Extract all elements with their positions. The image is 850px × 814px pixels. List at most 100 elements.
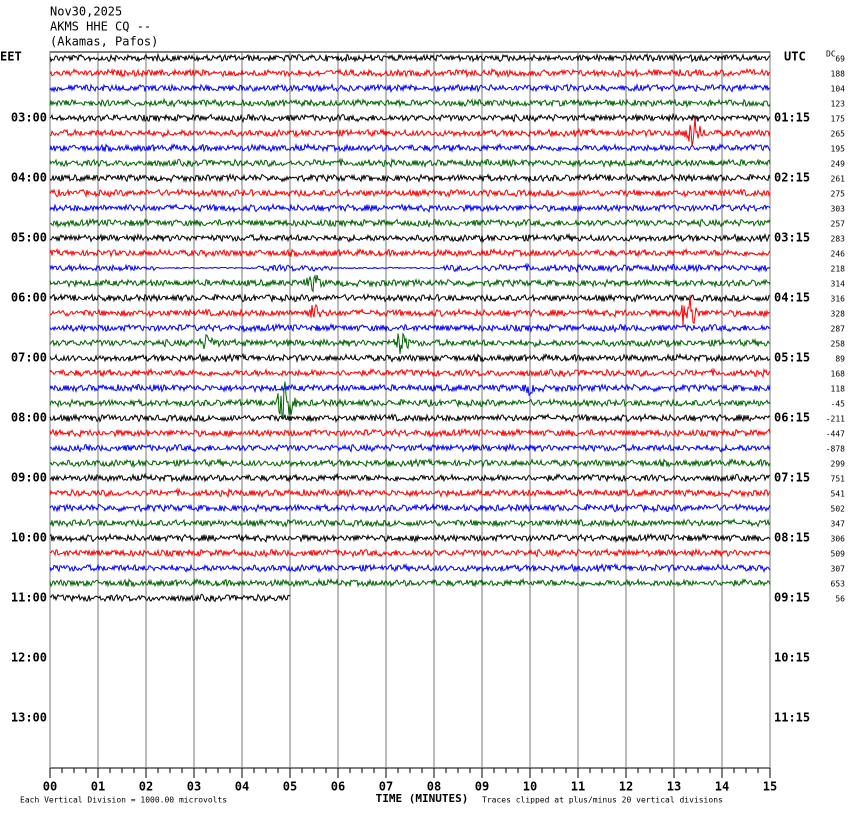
- trace: [49, 218, 771, 229]
- trace: [49, 428, 771, 439]
- left-hour: 11:00: [11, 591, 47, 605]
- x-axis-label: TIME (MINUTES): [376, 792, 469, 805]
- dc-offset: 89: [835, 355, 845, 364]
- header-line: Nov30,2025: [50, 5, 122, 19]
- dc-offset: 314: [831, 280, 846, 289]
- trace: [49, 381, 771, 420]
- left-hour: 10:00: [11, 531, 47, 545]
- dc-offset: 509: [831, 550, 846, 559]
- dc-offset: -447: [826, 430, 845, 439]
- x-tick-label: 11: [571, 780, 585, 794]
- dc-offset: 347: [831, 520, 846, 529]
- x-tick-label: 13: [667, 780, 681, 794]
- x-tick-label: 02: [139, 780, 153, 794]
- dc-offset: 265: [831, 130, 846, 139]
- trace: [49, 295, 770, 326]
- dc-offset: 258: [831, 340, 846, 349]
- x-tick-label: 06: [331, 780, 345, 794]
- left-hour: 07:00: [11, 351, 47, 365]
- trace: [49, 487, 771, 499]
- left-hour: 12:00: [11, 651, 47, 665]
- dc-offset: 118: [831, 385, 846, 394]
- trace: [49, 274, 771, 293]
- trace: [49, 518, 771, 529]
- trace: [49, 157, 771, 169]
- trace: [49, 67, 771, 79]
- trace: [49, 97, 771, 108]
- trace: [49, 367, 771, 379]
- dc-offset: 303: [831, 205, 846, 214]
- left-hour: 05:00: [11, 231, 47, 245]
- dc-offset: 541: [831, 490, 846, 499]
- right-hour: 09:15: [774, 591, 810, 605]
- header-line: AKMS HHE CQ --: [50, 20, 151, 34]
- x-tick-label: 14: [715, 780, 729, 794]
- trace: [49, 383, 771, 397]
- dc-offset: 275: [831, 190, 846, 199]
- trace: [50, 547, 771, 559]
- trace: [49, 82, 771, 94]
- dc-offset: -45: [831, 400, 846, 409]
- trace: [49, 593, 291, 603]
- left-hour: 08:00: [11, 411, 47, 425]
- left-hour: 13:00: [11, 711, 47, 725]
- trace: [49, 188, 771, 199]
- left-hour: 03:00: [11, 111, 47, 125]
- x-tick-label: 12: [619, 780, 633, 794]
- dc-offset: 261: [831, 175, 846, 184]
- trace: [49, 352, 771, 364]
- trace: [49, 172, 771, 184]
- trace: [49, 142, 771, 153]
- footer-right: Traces clipped at plus/minus 20 vertical…: [482, 796, 723, 805]
- trace: [49, 202, 771, 214]
- right-hour: 01:15: [774, 111, 810, 125]
- trace: [49, 112, 771, 124]
- x-tick-label: 05: [283, 780, 297, 794]
- dc-offset: 168: [831, 370, 846, 379]
- dc-offset: -211: [826, 415, 845, 424]
- dc-offset: 307: [831, 565, 846, 574]
- left-hour: 04:00: [11, 171, 47, 185]
- trace: [49, 457, 771, 469]
- trace: [49, 247, 771, 259]
- trace: [49, 442, 771, 454]
- left-hour: 09:00: [11, 471, 47, 485]
- trace: [49, 292, 771, 303]
- trace: [49, 577, 771, 588]
- trace: [49, 262, 771, 274]
- dc-offset: 751: [831, 475, 846, 484]
- right-hour: 06:15: [774, 411, 810, 425]
- x-tick-label: 09: [475, 780, 489, 794]
- dc-offset: 299: [831, 460, 846, 469]
- dc-offset: 104: [831, 85, 846, 94]
- dc-offset: 246: [831, 250, 846, 259]
- dc-offset: 56: [835, 595, 845, 604]
- dc-offset: 306: [831, 535, 846, 544]
- left-zone: EET: [0, 50, 22, 64]
- dc-offset: -878: [826, 445, 845, 454]
- dc-offset: 249: [831, 160, 846, 169]
- trace: [49, 412, 771, 424]
- right-hour: 07:15: [774, 471, 810, 485]
- dc-offset: 69: [835, 55, 845, 64]
- x-tick-label: 07: [379, 780, 393, 794]
- trace: [49, 332, 771, 355]
- right-hour: 04:15: [774, 291, 810, 305]
- footer-left: Each Vertical Division = 1000.00 microvo…: [20, 796, 227, 805]
- right-hour: 08:15: [774, 531, 810, 545]
- dc-offset: 123: [831, 100, 846, 109]
- header-line: (Akamas, Pafos): [50, 35, 158, 49]
- dc-heading: DC: [826, 50, 836, 59]
- trace: [49, 116, 771, 146]
- dc-offset: 188: [831, 70, 846, 79]
- dc-offset: 175: [831, 115, 846, 124]
- x-tick-label: 00: [43, 780, 57, 794]
- trace: [49, 323, 771, 334]
- dc-offset: 287: [831, 325, 846, 334]
- trace: [49, 562, 771, 574]
- dc-offset: 257: [831, 220, 846, 229]
- x-tick-label: 15: [763, 780, 777, 794]
- dc-offset: 316: [831, 295, 846, 304]
- trace: [49, 232, 771, 243]
